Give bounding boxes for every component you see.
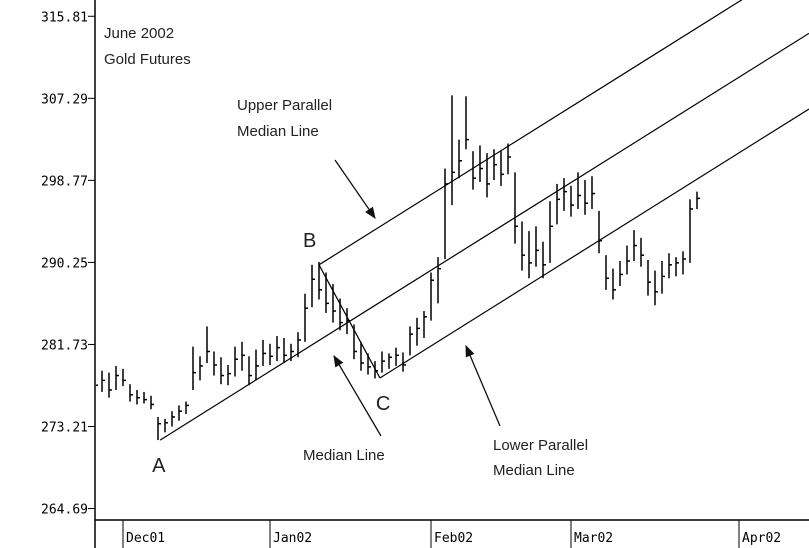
title-line: Gold Futures (104, 51, 191, 68)
pitchfork-handle (318, 264, 381, 379)
y-tick-label: 298.77 (41, 174, 88, 189)
annotation: Upper Parallel (237, 97, 332, 114)
x-tick-label: Feb02 (434, 531, 473, 546)
annotation: Median Line (303, 447, 385, 464)
x-tick-label: Dec01 (126, 531, 165, 546)
arrow (465, 344, 501, 427)
pivot-label: C (376, 393, 390, 415)
median-line (159, 32, 809, 441)
x-tick-label: Mar02 (574, 531, 613, 546)
title-line: June 2002 (104, 25, 174, 42)
x-tick-label: Jan02 (273, 531, 312, 546)
x-tick-label: Apr02 (742, 531, 781, 546)
pivot-label: A (152, 455, 166, 477)
y-tick-label: 281.73 (41, 338, 88, 353)
y-tick-label: 315.81 (41, 10, 88, 25)
y-tick-label: 290.25 (41, 256, 88, 271)
pivot-label: B (303, 230, 316, 252)
arrow (333, 354, 382, 437)
arrow (334, 159, 376, 219)
annotation: Lower Parallel (493, 437, 588, 454)
upper-parallel-line (318, 0, 743, 266)
lower-parallel-line (379, 108, 809, 379)
y-tick-label: 307.29 (41, 92, 88, 107)
y-tick-label: 264.69 (41, 503, 88, 518)
annotation: Median Line (493, 462, 575, 479)
annotation: Median Line (237, 123, 319, 140)
y-tick-label: 273.21 (41, 420, 88, 435)
